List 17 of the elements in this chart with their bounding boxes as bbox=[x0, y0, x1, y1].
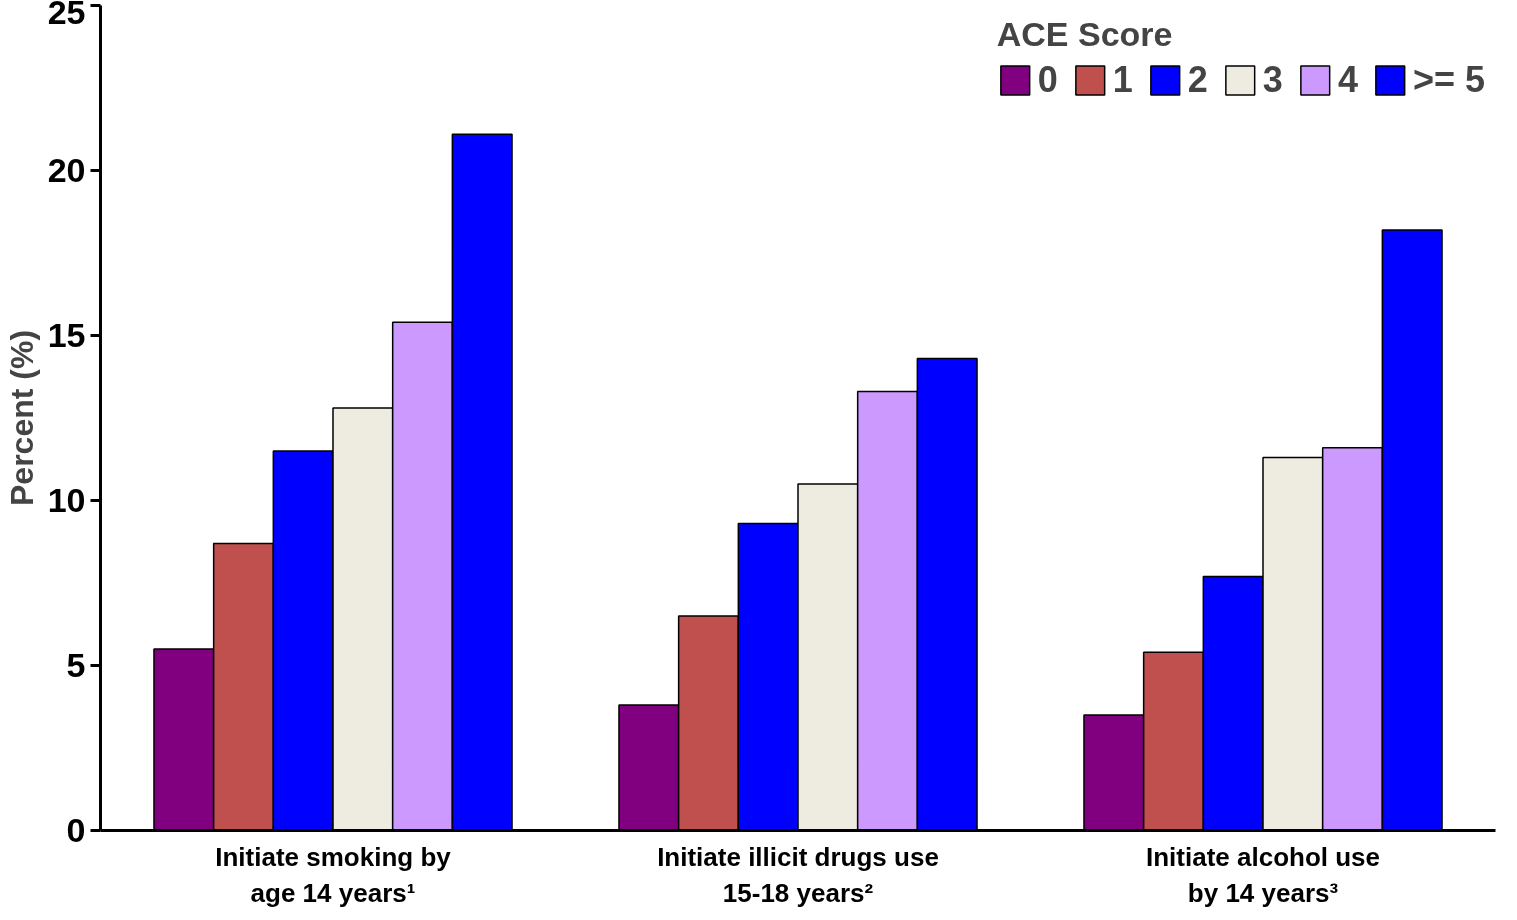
y-tick-label: 10 bbox=[47, 481, 86, 519]
legend-label: >= 5 bbox=[1412, 59, 1485, 101]
legend-label: 0 bbox=[1037, 59, 1058, 101]
y-tick-label: 0 bbox=[66, 811, 86, 849]
y-axis-title: Percent (%) bbox=[3, 329, 40, 507]
y-tick-label: 5 bbox=[66, 646, 86, 684]
legend-label: 1 bbox=[1112, 59, 1133, 101]
y-tick-label: 15 bbox=[47, 316, 86, 354]
y-tick-label: 25 bbox=[47, 0, 86, 31]
y-tick-label: 20 bbox=[47, 151, 86, 189]
legend-label: 3 bbox=[1262, 59, 1283, 101]
x-tick-label: Initiate illicit drugs use 15-18 years² bbox=[657, 841, 939, 908]
legend-label: 2 bbox=[1187, 59, 1208, 101]
legend-title: ACE Score bbox=[996, 15, 1174, 54]
x-tick-label: Initiate alcohol use by 14 years³ bbox=[1145, 841, 1381, 908]
x-tick-label: Initiate smoking by age 14 years¹ bbox=[215, 841, 452, 908]
legend-label: 4 bbox=[1337, 59, 1358, 101]
